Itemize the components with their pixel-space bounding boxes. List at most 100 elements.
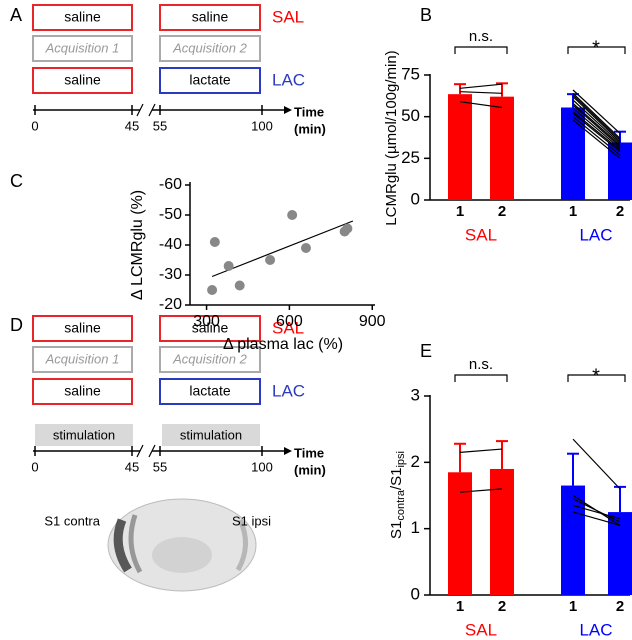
protocol-text: Acquisition 2 xyxy=(172,40,247,55)
stimulation-box xyxy=(35,424,133,446)
axis-break xyxy=(148,103,156,117)
y-tick-label: 1 xyxy=(411,518,420,537)
tick-label: 100 xyxy=(251,459,273,474)
category-label: 1 xyxy=(569,203,577,220)
group-label: LAC xyxy=(272,70,305,89)
group-label: SAL xyxy=(465,620,497,639)
bar xyxy=(561,485,585,595)
significance-label: * xyxy=(592,365,600,387)
time-label: Time xyxy=(294,104,324,119)
y-label-part: contra xyxy=(395,489,407,520)
subject-line xyxy=(459,101,503,109)
protocol-text: saline xyxy=(192,320,229,336)
y-tick-label: 25 xyxy=(401,148,420,167)
x-tick-label: 600 xyxy=(276,313,303,330)
axis-break xyxy=(148,444,156,458)
axis-break xyxy=(136,444,144,458)
subject-line xyxy=(572,89,621,134)
protocol-box xyxy=(159,315,261,342)
significance-label: n.s. xyxy=(469,28,493,45)
category-label: 2 xyxy=(498,203,506,220)
group-label: LAC xyxy=(579,225,612,244)
subject-line xyxy=(572,112,621,153)
tick-label: 45 xyxy=(125,118,139,133)
x-tick-label: 300 xyxy=(193,313,220,330)
significance-label: n.s. xyxy=(469,356,493,373)
time-label: (min) xyxy=(294,121,326,136)
scatter-point xyxy=(265,255,276,265)
stimulation-text: stimulation xyxy=(53,427,115,442)
tick-label: 55 xyxy=(153,118,167,133)
subject-line xyxy=(572,504,621,520)
group-label: SAL xyxy=(272,7,304,26)
bar xyxy=(561,107,585,200)
protocol-box xyxy=(159,4,261,31)
stimulation-text: stimulation xyxy=(180,427,242,442)
y-tick-label: 0 xyxy=(411,584,420,603)
subject-line xyxy=(459,488,503,493)
brain-label: S1 contra xyxy=(44,513,100,528)
protocol-box xyxy=(159,35,261,62)
s1-contra-activation xyxy=(113,518,132,573)
significance-bracket xyxy=(454,374,508,382)
group-label: SAL xyxy=(465,225,497,244)
axis-arrow xyxy=(284,106,292,114)
scatter-point xyxy=(234,280,245,291)
brain-section xyxy=(107,498,257,592)
panel-label: E xyxy=(420,341,432,361)
category-label: 1 xyxy=(569,598,577,615)
category-label: 2 xyxy=(616,598,624,615)
y-tick-label: -20 xyxy=(159,296,182,313)
protocol-text: saline xyxy=(64,9,101,25)
panel-label: B xyxy=(420,5,432,25)
category-label: 1 xyxy=(456,598,464,615)
subject-line xyxy=(459,448,503,453)
time-label: (min) xyxy=(294,462,326,477)
category-label: 2 xyxy=(498,598,506,615)
protocol-text: saline xyxy=(64,72,101,88)
protocol-text: lactate xyxy=(189,383,230,399)
protocol-text: saline xyxy=(64,320,101,336)
y-tick-label: 75 xyxy=(401,64,420,83)
scatter-point xyxy=(209,237,220,247)
subject-line xyxy=(572,92,621,139)
y-tick-label: 50 xyxy=(401,106,420,125)
cortex-band xyxy=(128,514,143,574)
subject-line xyxy=(572,116,621,156)
category-label: 2 xyxy=(616,203,624,220)
y-tick-label: -40 xyxy=(159,236,182,253)
y-axis-label: S1contra/S1ipsi xyxy=(388,451,407,539)
scatter-point xyxy=(342,223,353,234)
category-label: 1 xyxy=(456,203,464,220)
significance-bracket xyxy=(567,374,626,382)
significance-bracket xyxy=(454,46,508,54)
protocol-box xyxy=(159,346,261,373)
scatter-point xyxy=(223,261,234,271)
protocol-text: Acquisition 1 xyxy=(45,40,120,55)
protocol-box xyxy=(32,35,133,62)
subject-line xyxy=(572,498,621,523)
tick-label: 100 xyxy=(251,118,273,133)
y-label-part: LCMRglu (µmol/100g/min) xyxy=(383,50,400,225)
scatter-point xyxy=(287,210,298,220)
bar xyxy=(490,468,514,595)
y-axis-label: Δ LCMRglu (%) xyxy=(129,190,146,300)
subject-line xyxy=(572,94,621,141)
protocol-text: Acquisition 1 xyxy=(45,351,120,366)
subject-line xyxy=(572,111,621,151)
scatter-point xyxy=(300,243,311,253)
panel-label: A xyxy=(10,5,22,25)
group-label: LAC xyxy=(272,381,305,400)
tick-label: 0 xyxy=(31,459,38,474)
protocol-text: saline xyxy=(64,383,101,399)
x-axis-label: Δ plasma lac (%) xyxy=(223,336,343,353)
tick-label: 0 xyxy=(31,118,38,133)
x-tick-label: 900 xyxy=(359,313,386,330)
panel-label: D xyxy=(10,315,23,335)
y-tick-label: 2 xyxy=(411,452,420,471)
scatter-point xyxy=(207,285,218,295)
protocol-box xyxy=(32,346,133,373)
stimulation-box xyxy=(162,424,260,446)
bar xyxy=(608,512,632,595)
